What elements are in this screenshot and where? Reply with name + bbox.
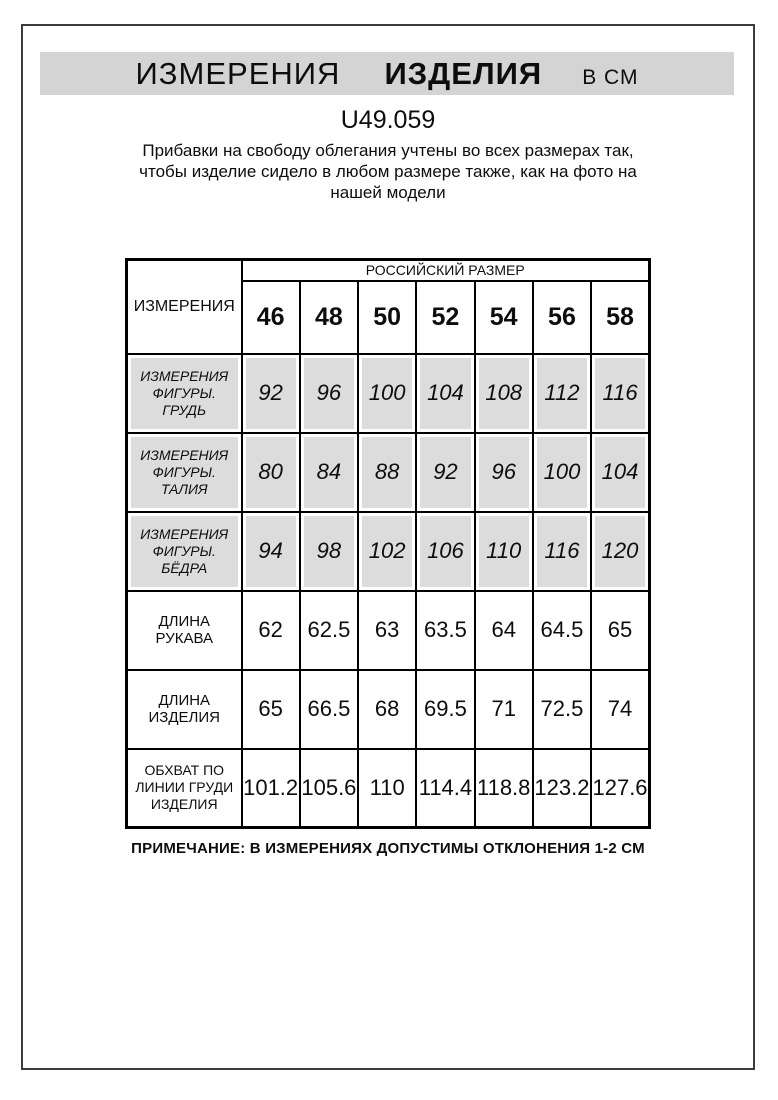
value-cell: 116 — [590, 352, 651, 434]
table-row-figure-chest: ИЗМЕРЕНИЯ ФИГУРЫ. ГРУДЬ 92 96 100 104 10… — [125, 352, 651, 434]
measurements-header-cell: ИЗМЕРЕНИЯ — [125, 258, 243, 355]
table-row-sleeve-length: ДЛИНА РУКАВА 62 62.5 63 63.5 64 64.5 65 — [125, 589, 651, 671]
row-label: ОБХВАТ ПО ЛИНИИ ГРУДИ ИЗДЕЛИЯ — [125, 747, 243, 829]
value-cell: 92 — [240, 352, 301, 434]
table-row-figure-waist: ИЗМЕРЕНИЯ ФИГУРЫ. ТАЛИЯ 80 84 88 92 96 1… — [125, 431, 651, 513]
table-row-chest-girth: ОБХВАТ ПО ЛИНИИ ГРУДИ ИЗДЕЛИЯ 101.2 105.… — [125, 747, 651, 829]
value-cell: 74 — [590, 668, 651, 750]
row-label: ИЗМЕРЕНИЯ ФИГУРЫ. ТАЛИЯ — [125, 431, 243, 513]
size-column-header: 52 — [415, 279, 476, 355]
table-row-figure-hips: ИЗМЕРЕНИЯ ФИГУРЫ. БЁДРА 94 98 102 106 11… — [125, 510, 651, 592]
size-numbers-row: 46 48 50 52 54 56 58 — [127, 279, 651, 355]
product-code: U49.059 — [340, 106, 436, 134]
value-cell: 80 — [240, 431, 301, 513]
value-cell: 116 — [531, 510, 593, 592]
value-cell: 94 — [240, 510, 301, 592]
value-cell: 120 — [590, 510, 651, 592]
value-cell: 106 — [415, 510, 476, 592]
size-column-header: 58 — [590, 279, 651, 355]
value-cell: 72.5 — [531, 668, 593, 750]
value-cell: 123.2 — [531, 747, 593, 829]
value-cell: 84 — [298, 431, 360, 513]
title-product-word: ИЗДЕЛИЯ — [384, 56, 543, 91]
row-label: ИЗМЕРЕНИЯ ФИГУРЫ. ГРУДЬ — [125, 352, 243, 434]
value-cell: 65 — [240, 668, 301, 750]
value-cell: 64.5 — [531, 589, 593, 671]
value-cell: 112 — [531, 352, 593, 434]
value-cell: 127.6 — [590, 747, 651, 829]
value-cell: 100 — [531, 431, 593, 513]
value-cell: 63.5 — [415, 589, 476, 671]
size-chart-table: ИЗМЕРЕНИЯ РОССИЙСКИЙ РАЗМЕР 46 48 50 52 … — [125, 258, 651, 829]
page-frame: ИЗМЕРЕНИЯ ИЗДЕЛИЯ В СМ U49.059 Прибавки на… — [21, 24, 755, 1070]
value-cell: 63 — [357, 589, 418, 671]
value-cell: 62.5 — [298, 589, 360, 671]
value-cell: 118.8 — [473, 747, 534, 829]
value-cell: 92 — [415, 431, 476, 513]
value-cell: 64 — [473, 589, 534, 671]
value-cell: 102 — [357, 510, 418, 592]
row-label: ИЗМЕРЕНИЯ ФИГУРЫ. БЁДРА — [125, 510, 243, 592]
value-cell: 101.2 — [240, 747, 301, 829]
table-header-row: ИЗМЕРЕНИЯ РОССИЙСКИЙ РАЗМЕР — [125, 258, 651, 355]
title-bar: ИЗМЕРЕНИЯ ИЗДЕЛИЯ В СМ — [40, 52, 734, 95]
row-label: ДЛИНА РУКАВА — [125, 589, 243, 671]
value-cell: 68 — [357, 668, 418, 750]
value-cell: 62 — [240, 589, 301, 671]
value-cell: 105.6 — [298, 747, 360, 829]
value-cell: 65 — [590, 589, 651, 671]
size-column-header: 54 — [473, 279, 534, 355]
value-cell: 104 — [590, 431, 651, 513]
value-cell: 69.5 — [415, 668, 476, 750]
value-cell: 71 — [473, 668, 534, 750]
value-cell: 104 — [415, 352, 476, 434]
tolerance-note: ПРИМЕЧАНИЕ: В ИЗМЕРЕНИЯХ ДОПУСТИМЫ ОТКЛО… — [131, 840, 645, 857]
value-cell: 108 — [473, 352, 534, 434]
row-label: ДЛИНА ИЗДЕЛИЯ — [125, 668, 243, 750]
value-cell: 100 — [357, 352, 418, 434]
value-cell: 114.4 — [415, 747, 476, 829]
value-cell: 110 — [473, 510, 534, 592]
value-cell: 110 — [357, 747, 418, 829]
size-column-header: 50 — [357, 279, 418, 355]
russian-size-header-cell: РОССИЙСКИЙ РАЗМЕР — [240, 258, 651, 282]
value-cell: 66.5 — [298, 668, 360, 750]
title-unit-label: В СМ — [582, 66, 639, 89]
size-column-header: 48 — [298, 279, 360, 355]
value-cell: 98 — [298, 510, 360, 592]
value-cell: 88 — [357, 431, 418, 513]
value-cell: 96 — [298, 352, 360, 434]
fit-description: Прибавки на свободу облегания учтены во … — [139, 141, 637, 202]
size-column-header: 46 — [240, 279, 301, 355]
value-cell: 96 — [473, 431, 534, 513]
title-measurements-word: ИЗМЕРЕНИЯ — [135, 56, 341, 91]
size-column-header: 56 — [531, 279, 593, 355]
table-row-item-length: ДЛИНА ИЗДЕЛИЯ 65 66.5 68 69.5 71 72.5 74 — [125, 668, 651, 750]
